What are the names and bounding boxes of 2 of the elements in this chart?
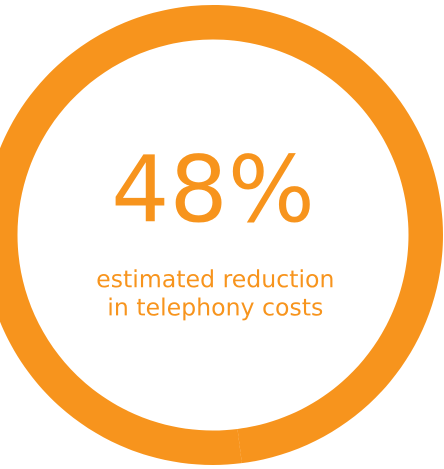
- data-label: 48%: [116, 153, 310, 222]
- text: estimated reduction in telephony costs: [97, 269, 332, 320]
